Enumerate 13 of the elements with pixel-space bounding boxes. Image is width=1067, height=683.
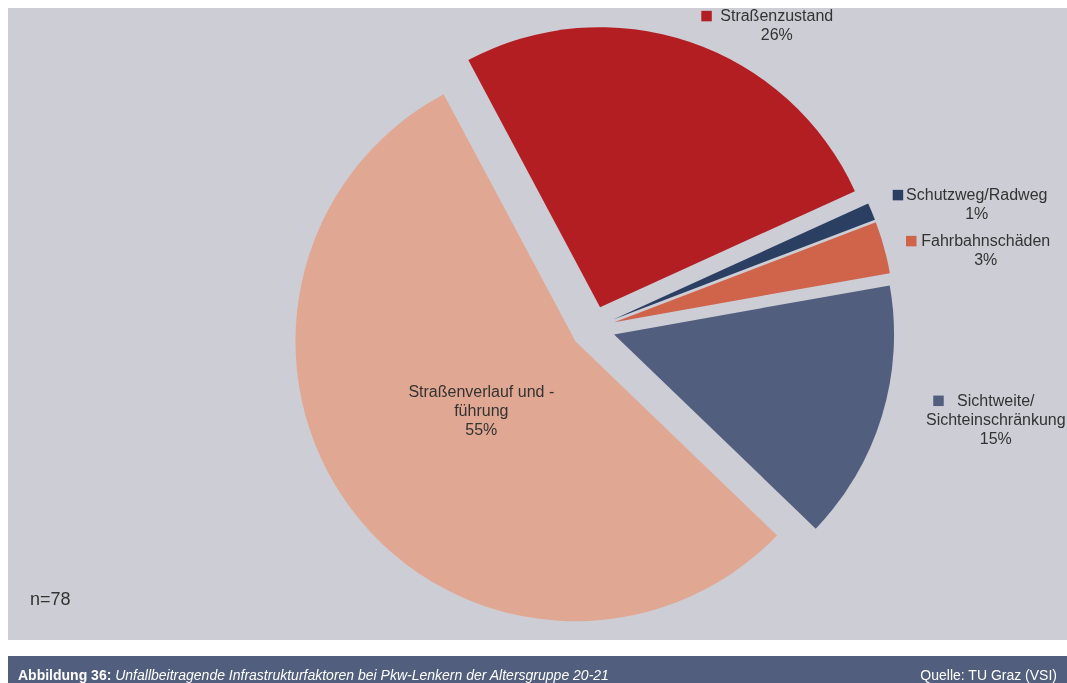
data-label: 26% xyxy=(760,26,793,44)
legend-label: Fahrbahnschäden xyxy=(921,232,1051,250)
data-label: 55% xyxy=(465,421,498,439)
data-label: 3% xyxy=(974,251,998,269)
legend-label: Sichtweite/ Sichteinschränkung xyxy=(925,391,1066,428)
legend-label: Schutzweg/Radweg xyxy=(906,186,1048,204)
source-note: Quelle: TU Graz (VSI) xyxy=(920,667,1057,683)
legend-label: Straßenzustand xyxy=(720,7,834,25)
data-label: 15% xyxy=(979,429,1012,447)
slice-label: Straßenverlauf und - führung xyxy=(408,383,555,420)
data-label: 1% xyxy=(965,205,989,223)
text: Abbildung 36: Unfallbeitragende Infrastrukturfaktoren bei Pkw-Lenkern der Altersgruppe 20-21 xyxy=(18,667,609,683)
text: n=78 xyxy=(30,589,71,609)
